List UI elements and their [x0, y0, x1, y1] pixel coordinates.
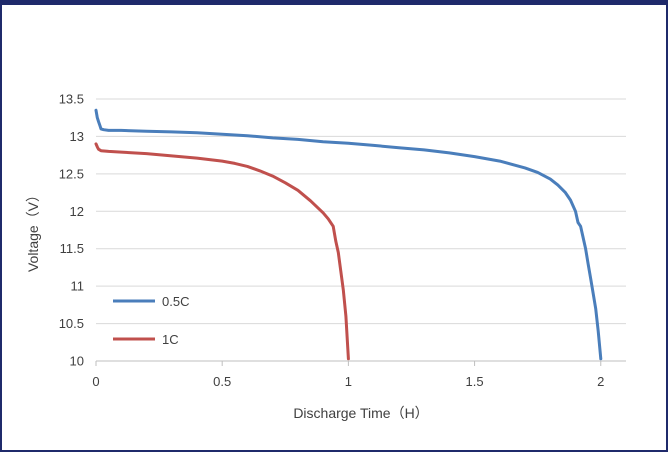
y-tick-label: 13.5	[59, 92, 84, 107]
y-tick-label: 13	[70, 129, 84, 144]
y-tick-label: 12	[70, 204, 84, 219]
y-axis-title: Voltage（V）	[25, 188, 41, 272]
x-tick-label: 0.5	[213, 374, 231, 389]
x-tick-labels: 0 0.5 1 1.5 2	[92, 374, 604, 389]
legend: 0.5C 1C	[113, 294, 189, 347]
y-tick-label: 12.5	[59, 166, 84, 181]
legend-label: 0.5C	[162, 294, 189, 309]
legend-label: 1C	[162, 332, 179, 347]
x-tick-label: 1.5	[466, 374, 484, 389]
x-tick-label: 1	[345, 374, 352, 389]
series-lines	[94, 108, 603, 361]
series-line-1c	[94, 142, 350, 361]
y-tick-label: 10	[70, 354, 84, 369]
y-tick-label: 11.5	[60, 241, 84, 256]
x-tick-label: 0	[92, 374, 99, 389]
x-axis	[95, 360, 626, 366]
series-line-05c	[94, 108, 603, 361]
y-tick-label: 11	[71, 279, 85, 294]
x-axis-title: Discharge Time（H）	[293, 405, 428, 421]
x-tick-label: 2	[597, 374, 604, 389]
y-tick-label: 10.5	[59, 316, 84, 331]
gridlines	[96, 98, 626, 325]
y-tick-labels: 10 10.5 11 11.5 12 12.5 13 13.5	[59, 92, 84, 369]
